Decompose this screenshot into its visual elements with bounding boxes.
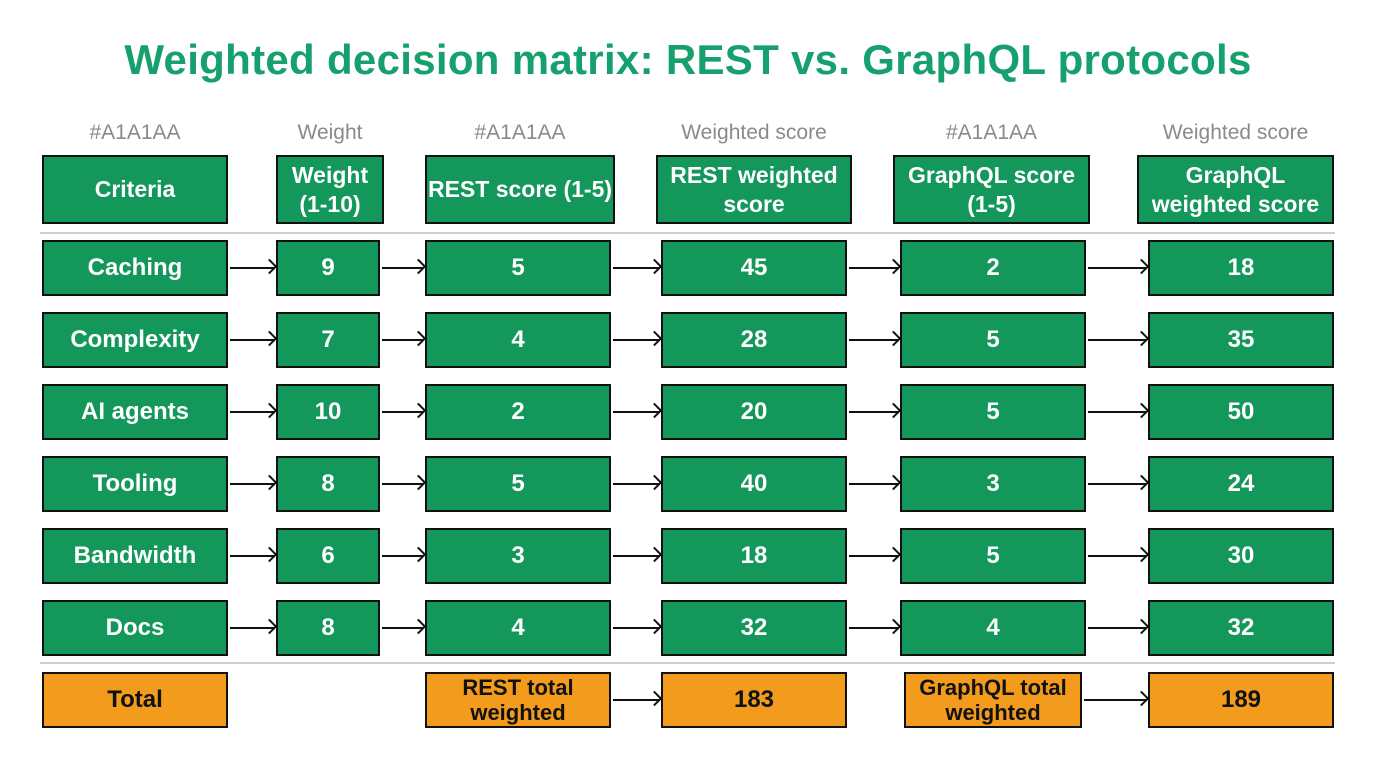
rest-score-cell: 4 bbox=[425, 600, 611, 656]
header-criteria: Criteria bbox=[42, 155, 228, 224]
rest-weighted-cell: 18 bbox=[661, 528, 847, 584]
row-arrow bbox=[849, 627, 898, 629]
rest-score-hint: #A1A1AA bbox=[474, 121, 566, 144]
graphql-score-cell: 5 bbox=[900, 384, 1086, 440]
graphql-weighted-cell: 35 bbox=[1148, 312, 1334, 368]
rest-total-label: REST total weighted bbox=[425, 672, 611, 728]
row-arrow bbox=[849, 267, 898, 269]
header-graphql-score: GraphQL score (1-5) bbox=[893, 155, 1090, 224]
row-arrow bbox=[613, 483, 659, 485]
diagram-title: Weighted decision matrix: REST vs. Graph… bbox=[124, 36, 1252, 83]
header-graphql-weighted: GraphQL weighted score bbox=[1137, 155, 1334, 224]
criteria-hint: #A1A1AA bbox=[89, 121, 181, 144]
rest-weighted-cell: 28 bbox=[661, 312, 847, 368]
row-arrow bbox=[382, 339, 423, 341]
graphql-weighted-hint: Weighted score bbox=[1162, 121, 1309, 144]
graphql-score-cell: 3 bbox=[900, 456, 1086, 512]
row-arrow bbox=[382, 267, 423, 269]
rest-score-cell: 3 bbox=[425, 528, 611, 584]
rest-score-cell: 5 bbox=[425, 240, 611, 296]
row-arrow bbox=[382, 555, 423, 557]
row-arrow bbox=[230, 267, 274, 269]
graphql-weighted-cell: 24 bbox=[1148, 456, 1334, 512]
criteria-cell: Bandwidth bbox=[42, 528, 228, 584]
row-arrow bbox=[849, 339, 898, 341]
header-rest-score: REST score (1-5) bbox=[425, 155, 615, 224]
weight-cell: 6 bbox=[276, 528, 380, 584]
weight-hint: Weight bbox=[297, 121, 363, 144]
criteria-cell: Docs bbox=[42, 600, 228, 656]
graphql-score-hint: #A1A1AA bbox=[945, 121, 1038, 144]
row-arrow bbox=[230, 627, 274, 629]
graphql-total-value: 189 bbox=[1148, 672, 1334, 728]
row-arrow bbox=[230, 411, 274, 413]
row-arrow bbox=[613, 411, 659, 413]
criteria-cell: Complexity bbox=[42, 312, 228, 368]
row-arrow bbox=[382, 411, 423, 413]
row-arrow bbox=[382, 483, 423, 485]
header-weight: Weight (1-10) bbox=[276, 155, 384, 224]
row-arrow bbox=[1088, 555, 1146, 557]
criteria-cell: Tooling bbox=[42, 456, 228, 512]
total-label: Total bbox=[42, 672, 228, 728]
weight-cell: 7 bbox=[276, 312, 380, 368]
weight-cell: 8 bbox=[276, 600, 380, 656]
rest-total-arrow bbox=[613, 699, 659, 701]
row-arrow bbox=[613, 267, 659, 269]
header-separator bbox=[40, 232, 1335, 234]
row-arrow bbox=[1088, 483, 1146, 485]
graphql-total-label: GraphQL total weighted bbox=[904, 672, 1082, 728]
weight-cell: 10 bbox=[276, 384, 380, 440]
row-arrow bbox=[1088, 267, 1146, 269]
graphql-weighted-cell: 18 bbox=[1148, 240, 1334, 296]
graphql-weighted-cell: 32 bbox=[1148, 600, 1334, 656]
rest-total-value: 183 bbox=[661, 672, 847, 728]
graphql-weighted-cell: 50 bbox=[1148, 384, 1334, 440]
header-rest-weighted: REST weighted score bbox=[656, 155, 852, 224]
row-arrow bbox=[1088, 627, 1146, 629]
rest-score-cell: 4 bbox=[425, 312, 611, 368]
graphql-score-cell: 5 bbox=[900, 528, 1086, 584]
rest-weighted-cell: 40 bbox=[661, 456, 847, 512]
row-arrow bbox=[230, 339, 274, 341]
row-arrow bbox=[613, 339, 659, 341]
row-arrow bbox=[1088, 339, 1146, 341]
rest-weighted-cell: 32 bbox=[661, 600, 847, 656]
rest-weighted-hint: Weighted score bbox=[681, 121, 827, 144]
weight-cell: 9 bbox=[276, 240, 380, 296]
graphql-score-cell: 4 bbox=[900, 600, 1086, 656]
row-arrow bbox=[613, 555, 659, 557]
rest-weighted-cell: 20 bbox=[661, 384, 847, 440]
rest-score-cell: 2 bbox=[425, 384, 611, 440]
row-arrow bbox=[230, 483, 274, 485]
rest-score-cell: 5 bbox=[425, 456, 611, 512]
row-arrow bbox=[849, 483, 898, 485]
graphql-weighted-cell: 30 bbox=[1148, 528, 1334, 584]
totals-separator bbox=[40, 662, 1335, 664]
graphql-score-cell: 2 bbox=[900, 240, 1086, 296]
row-arrow bbox=[1088, 411, 1146, 413]
row-arrow bbox=[849, 555, 898, 557]
row-arrow bbox=[230, 555, 274, 557]
row-arrow bbox=[849, 411, 898, 413]
graphql-total-arrow bbox=[1084, 699, 1146, 701]
graphql-score-cell: 5 bbox=[900, 312, 1086, 368]
row-arrow bbox=[382, 627, 423, 629]
criteria-cell: AI agents bbox=[42, 384, 228, 440]
criteria-cell: Caching bbox=[42, 240, 228, 296]
rest-weighted-cell: 45 bbox=[661, 240, 847, 296]
row-arrow bbox=[613, 627, 659, 629]
weight-cell: 8 bbox=[276, 456, 380, 512]
